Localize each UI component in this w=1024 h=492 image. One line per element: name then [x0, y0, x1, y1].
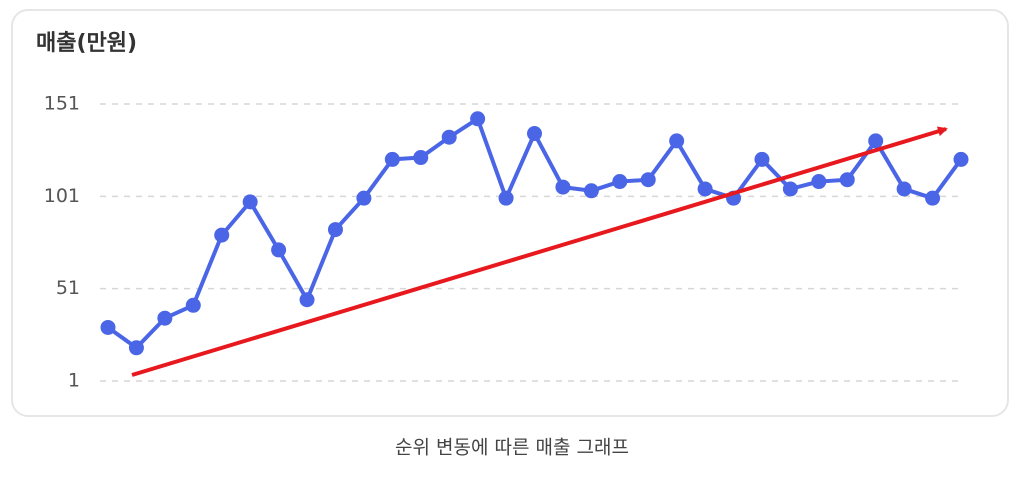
y-tick-label: 1	[68, 370, 80, 392]
data-point	[441, 129, 457, 145]
data-point	[782, 181, 798, 197]
data-point	[555, 179, 571, 195]
data-point	[839, 172, 855, 188]
chart-title: 매출(만원)	[36, 31, 137, 56]
data-point	[925, 190, 941, 206]
data-point	[214, 227, 230, 243]
data-point	[527, 126, 542, 142]
card	[11, 9, 1009, 417]
data-point	[868, 133, 884, 149]
data-point	[128, 340, 144, 356]
data-point	[697, 181, 713, 197]
data-point	[157, 310, 173, 326]
caption: 순위 변동에 따른 매출 그래프	[395, 437, 629, 459]
data-point	[327, 222, 343, 238]
trend-arrow	[131, 126, 948, 377]
data-point	[811, 174, 827, 190]
data-point	[384, 151, 400, 167]
data-point	[356, 190, 372, 206]
data-point	[953, 151, 969, 167]
data-point	[754, 151, 770, 167]
data-point	[413, 150, 429, 166]
data-point	[583, 183, 599, 199]
data-point	[299, 292, 315, 308]
data-point	[896, 181, 912, 197]
data-point	[498, 190, 514, 206]
data-point	[271, 242, 287, 258]
data-point	[640, 172, 656, 188]
data-point	[100, 319, 116, 335]
data-point	[669, 133, 685, 149]
data-point	[612, 174, 628, 190]
data-point	[242, 194, 258, 210]
y-tick-label: 101	[44, 185, 80, 207]
data-point	[470, 111, 486, 127]
y-tick-label: 151	[44, 93, 80, 115]
data-point	[185, 297, 201, 313]
y-tick-label: 51	[56, 277, 80, 299]
